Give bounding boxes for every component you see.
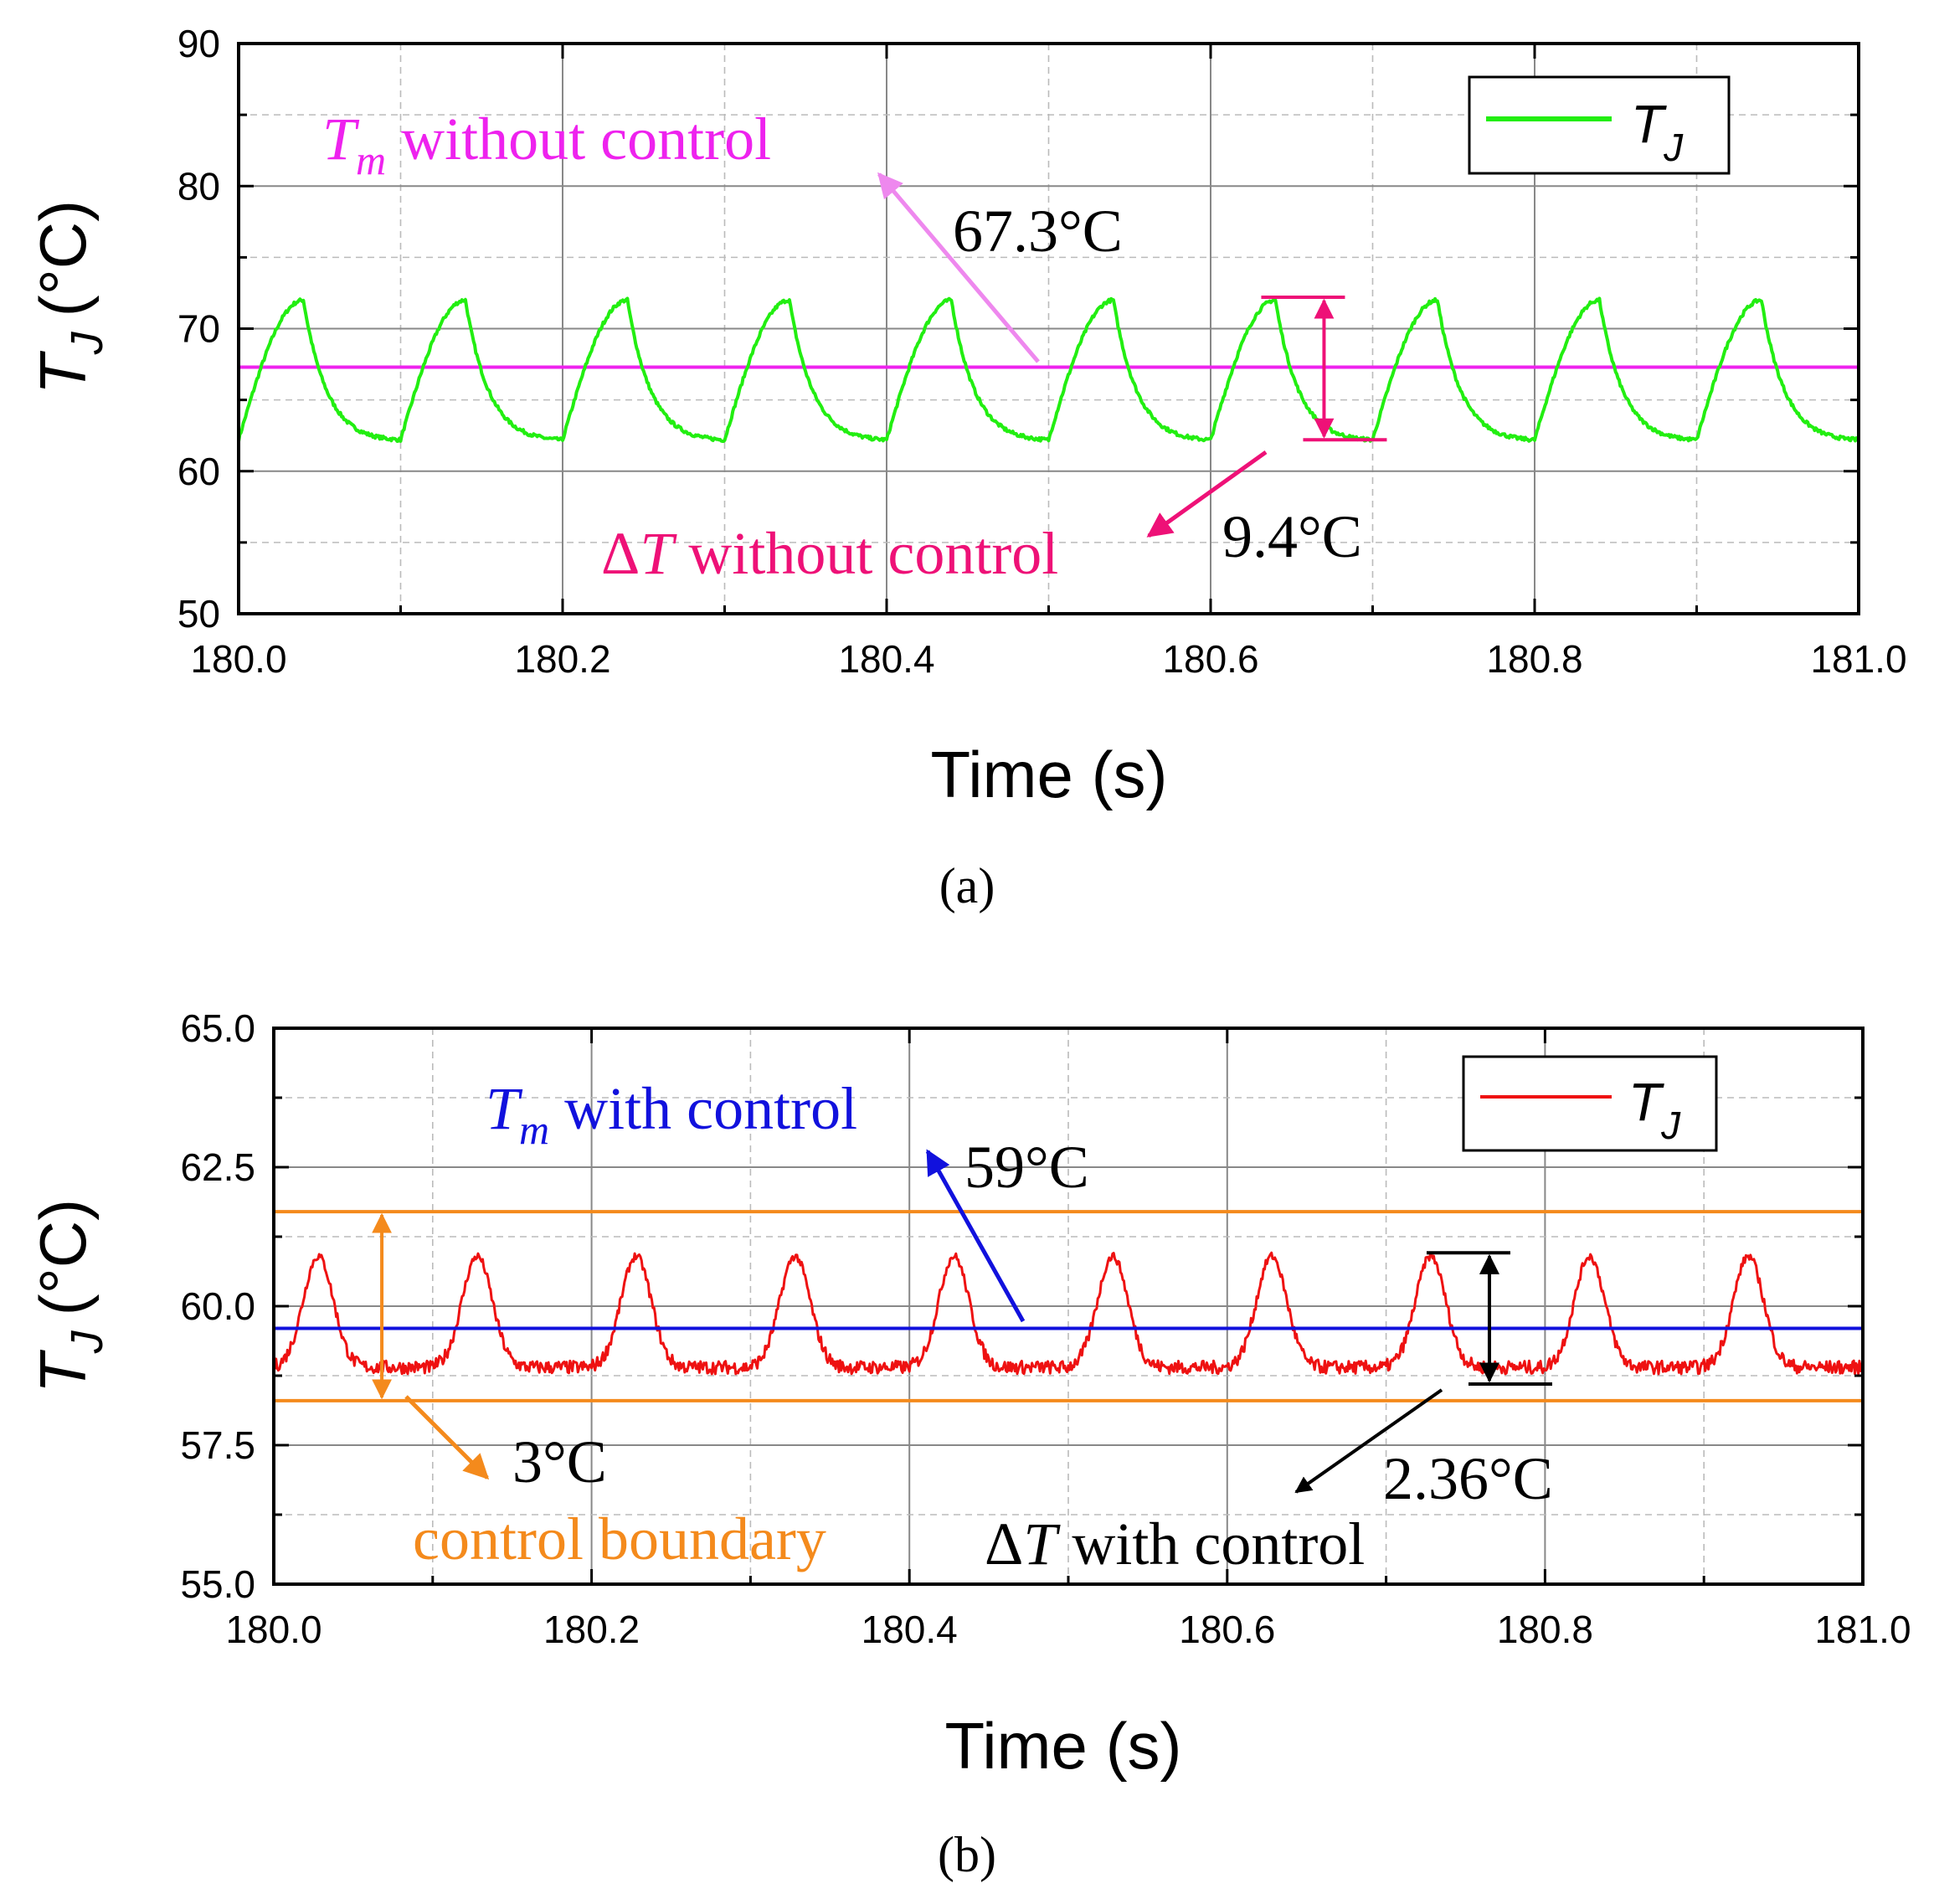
chart-a-y-tick-label: 80 bbox=[177, 164, 220, 208]
chart-b-legend-label: TJ bbox=[1628, 1072, 1681, 1147]
chart-a-x-tick-label: 180.4 bbox=[838, 637, 934, 681]
chart-b-x-tick-label: 181.0 bbox=[1814, 1608, 1911, 1651]
chart-a-series-line bbox=[237, 296, 1859, 443]
chart-a-annotation-tm-value: 67.3°C bbox=[953, 198, 1123, 265]
chart-b-x-tick-label: 180.8 bbox=[1497, 1608, 1593, 1651]
chart-a-legend: TJ bbox=[1468, 75, 1731, 175]
chart-a-ticks: 180.0 180.2 180.4 180.6 180.8 181.0 50 60 70 80 90 bbox=[177, 22, 1907, 681]
chart-panel-a: 180.0 180.2 180.4 180.6 180.8 181.0 50 60 70 80 90… bbox=[26, 22, 1907, 913]
chart-a-annotation-dt-value: 9.4°C bbox=[1222, 503, 1362, 570]
chart-a-y-tick-label: 50 bbox=[177, 592, 220, 636]
chart-a-range-marker bbox=[1261, 296, 1387, 442]
chart-b-annotation-tm-arrow bbox=[925, 1149, 1026, 1323]
chart-a-x-tick-label: 180.2 bbox=[514, 637, 610, 681]
chart-b-ticks: 180.0 180.2 180.4 180.6 180.8 181.0 55.0 57.5 60… bbox=[180, 1006, 1911, 1651]
chart-b-y-tick-label: 57.5 bbox=[180, 1423, 255, 1467]
chart-a-annotation-tm-arrow bbox=[877, 172, 1040, 363]
chart-a-y-tick-label: 90 bbox=[177, 22, 220, 65]
chart-b-y-axis-title: TJ(°C) bbox=[26, 1199, 112, 1393]
chart-b-annotation-tm-value: 59°C bbox=[964, 1134, 1089, 1201]
chart-a-annotation-dt-arrow bbox=[1146, 450, 1268, 538]
chart-a-x-tick-label: 180.0 bbox=[190, 637, 286, 681]
chart-b-x-tick-label: 180.2 bbox=[543, 1608, 640, 1651]
chart-b-x-tick-label: 180.4 bbox=[862, 1608, 958, 1651]
chart-b-annotation-boundary-value: 3°C bbox=[512, 1428, 607, 1495]
chart-a-x-tick-label: 181.0 bbox=[1810, 637, 1906, 681]
chart-b-annotation-dt-arrow bbox=[1294, 1388, 1443, 1494]
chart-b-y-tick-label: 65.0 bbox=[180, 1006, 255, 1050]
chart-b-reference-lines bbox=[274, 1210, 1863, 1402]
chart-b-x-axis-title: Time (s) bbox=[944, 1709, 1181, 1783]
chart-a-x-axis-title: Time (s) bbox=[930, 738, 1167, 811]
chart-b-series-line bbox=[272, 1251, 1865, 1376]
chart-b-legend: TJ bbox=[1462, 1055, 1718, 1152]
chart-a-y-axis-title: TJ(°C) bbox=[26, 200, 112, 394]
chart-a-x-tick-label: 180.6 bbox=[1162, 637, 1258, 681]
chart-b-grid bbox=[274, 1028, 1863, 1584]
chart-a-annotation-dt: ΔT without control bbox=[601, 520, 1058, 587]
chart-a-caption: (a) bbox=[939, 858, 995, 913]
chart-b-range-marker bbox=[1426, 1251, 1552, 1386]
chart-a-grid bbox=[239, 44, 1859, 614]
chart-a-annotation-tm: Tm without control bbox=[322, 105, 771, 183]
chart-a-series bbox=[237, 296, 1859, 443]
chart-a-x-tick-label: 180.8 bbox=[1486, 637, 1582, 681]
chart-b-x-tick-label: 180.6 bbox=[1179, 1608, 1275, 1651]
chart-b-y-tick-label: 60.0 bbox=[180, 1284, 255, 1328]
chart-b-y-tick-label: 62.5 bbox=[180, 1145, 255, 1189]
chart-b-caption: (b) bbox=[938, 1827, 996, 1882]
chart-a-legend-label: TJ bbox=[1631, 94, 1684, 169]
chart-b-annotation-tm: Tm with control bbox=[486, 1075, 857, 1153]
chart-b-annotation-dt-value: 2.36°C bbox=[1383, 1445, 1553, 1512]
chart-b-annotation-boundary-label: control boundary bbox=[413, 1505, 826, 1572]
chart-b-annotation-boundary-arrow bbox=[404, 1395, 490, 1480]
chart-panel-b: 180.0 180.2 180.4 180.6 180.8 181.0 55.0 57.5 60… bbox=[26, 1006, 1911, 1882]
chart-b-series bbox=[272, 1251, 1865, 1376]
chart-b-y-tick-label: 55.0 bbox=[180, 1562, 255, 1606]
chart-b-annotation-dt: ΔT with control bbox=[985, 1510, 1365, 1577]
chart-a-y-tick-label: 70 bbox=[177, 307, 220, 351]
chart-a-y-tick-label: 60 bbox=[177, 450, 220, 493]
chart-b-x-tick-label: 180.0 bbox=[225, 1608, 321, 1651]
